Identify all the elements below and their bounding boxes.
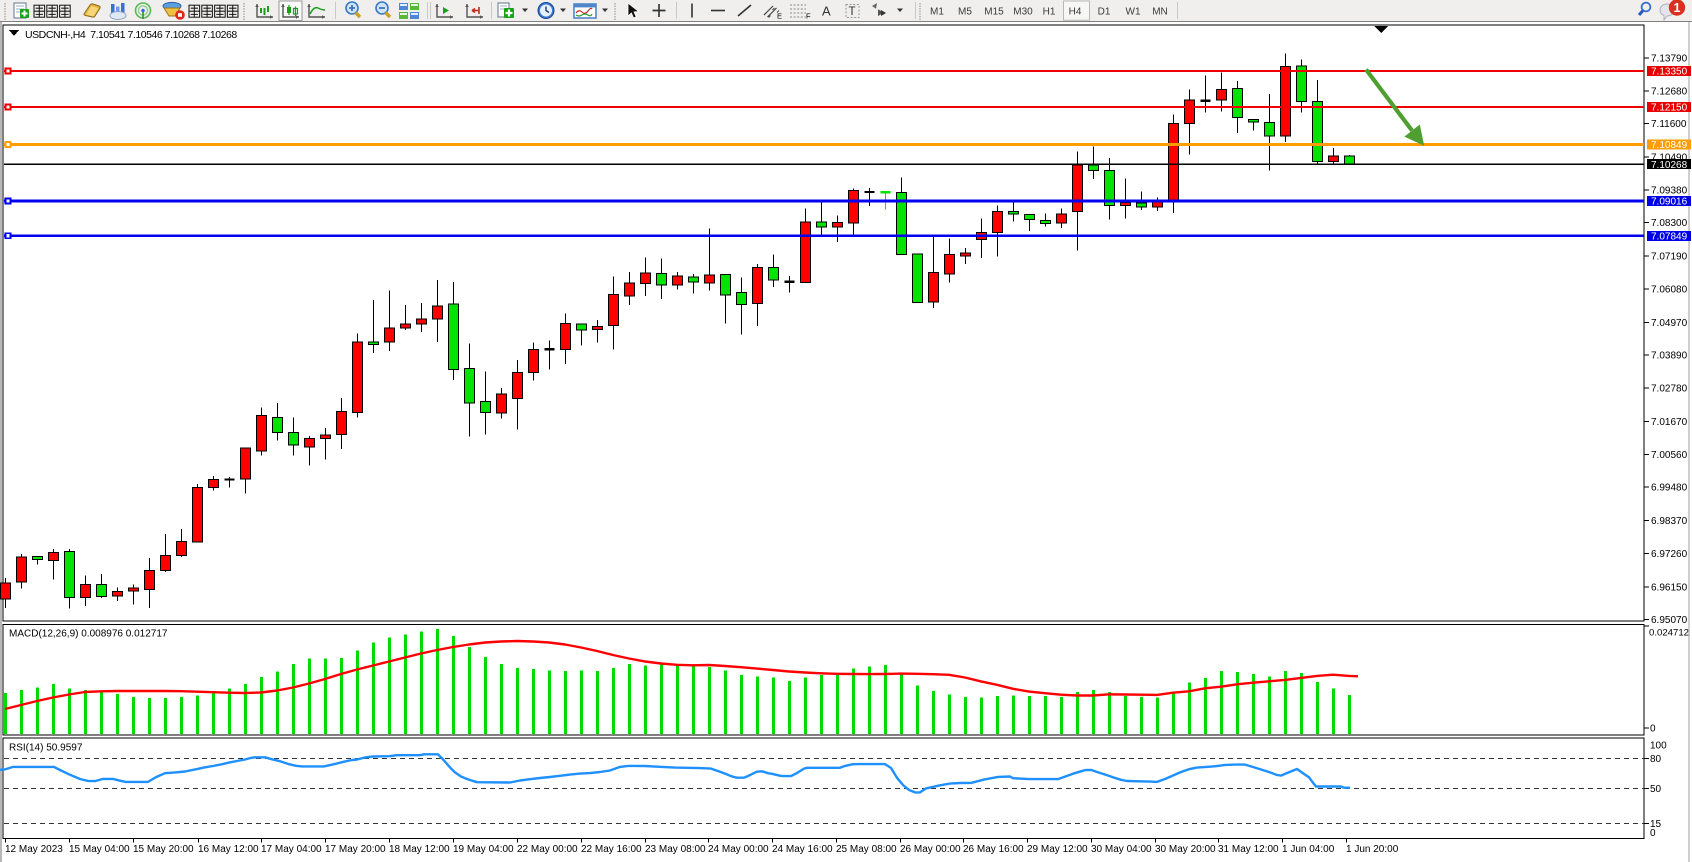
svg-text:M5: M5 — [958, 7, 972, 18]
svg-text:19 May 04:00: 19 May 04:00 — [453, 844, 514, 855]
svg-text:7.06080: 7.06080 — [1651, 285, 1688, 296]
svg-text:17 May 04:00: 17 May 04:00 — [261, 844, 322, 855]
svg-text:0.024712: 0.024712 — [1649, 628, 1689, 639]
svg-text:7.10490: 7.10490 — [1651, 152, 1688, 163]
svg-text:6.96150: 6.96150 — [1651, 583, 1688, 594]
svg-text:30 May 20:00: 30 May 20:00 — [1155, 844, 1216, 855]
svg-text:M15: M15 — [984, 7, 1004, 18]
svg-text:6.97260: 6.97260 — [1651, 549, 1688, 560]
svg-text:31 May 12:00: 31 May 12:00 — [1218, 844, 1279, 855]
svg-text:12 May 2023: 12 May 2023 — [5, 844, 63, 855]
svg-text:26 May 16:00: 26 May 16:00 — [963, 844, 1024, 855]
svg-text:16 May 12:00: 16 May 12:00 — [198, 844, 259, 855]
svg-text:7.01670: 7.01670 — [1651, 417, 1688, 428]
svg-text:6.95070: 6.95070 — [1651, 615, 1688, 626]
svg-text:7.12150: 7.12150 — [1651, 103, 1688, 114]
svg-text:F: F — [806, 12, 811, 21]
svg-text:7.02780: 7.02780 — [1651, 384, 1688, 395]
svg-text:7.13350: 7.13350 — [1651, 67, 1688, 78]
svg-text:6.98370: 6.98370 — [1651, 516, 1688, 527]
svg-text:W1: W1 — [1126, 7, 1141, 18]
svg-text:100: 100 — [1650, 741, 1667, 752]
svg-text:24 May 16:00: 24 May 16:00 — [772, 844, 833, 855]
svg-text:H1: H1 — [1043, 7, 1056, 18]
svg-text:18 May 12:00: 18 May 12:00 — [389, 844, 450, 855]
svg-text:7.03890: 7.03890 — [1651, 350, 1688, 361]
svg-text:E: E — [777, 12, 782, 21]
svg-text:30 May 04:00: 30 May 04:00 — [1091, 844, 1152, 855]
svg-text:15: 15 — [1650, 819, 1662, 830]
svg-text:1 Jun 20:00: 1 Jun 20:00 — [1346, 844, 1399, 855]
svg-text:M30: M30 — [1013, 7, 1033, 18]
svg-text:7.08300: 7.08300 — [1651, 218, 1688, 229]
svg-text:7.07849: 7.07849 — [1651, 231, 1688, 242]
svg-text:0: 0 — [1650, 724, 1656, 735]
svg-text:15 May 04:00: 15 May 04:00 — [69, 844, 130, 855]
svg-text:29 May 12:00: 29 May 12:00 — [1027, 844, 1088, 855]
svg-text:25 May 08:00: 25 May 08:00 — [836, 844, 897, 855]
svg-text:23 May 08:00: 23 May 08:00 — [645, 844, 706, 855]
svg-text:H4: H4 — [1069, 7, 1082, 18]
svg-text:7.09380: 7.09380 — [1651, 186, 1688, 197]
svg-text:7.10849: 7.10849 — [1651, 140, 1688, 151]
svg-text:24 May 00:00: 24 May 00:00 — [708, 844, 769, 855]
svg-text:USDCNH-,H4 7.10541 7.10546 7.: USDCNH-,H4 7.10541 7.10546 7.10268 7.102… — [25, 29, 237, 41]
svg-text:0: 0 — [1650, 828, 1656, 839]
svg-text:MN: MN — [1152, 7, 1168, 18]
svg-text:7.11600: 7.11600 — [1651, 119, 1687, 130]
svg-text:26 May 00:00: 26 May 00:00 — [900, 844, 961, 855]
svg-text:1 Jun 04:00: 1 Jun 04:00 — [1282, 844, 1335, 855]
svg-text:7.12680: 7.12680 — [1651, 87, 1688, 98]
svg-text:22 May 00:00: 22 May 00:00 — [517, 844, 578, 855]
svg-text:15 May 20:00: 15 May 20:00 — [133, 844, 194, 855]
svg-text:M1: M1 — [930, 7, 944, 18]
svg-text:50: 50 — [1650, 784, 1662, 795]
svg-text:7.09016: 7.09016 — [1651, 197, 1688, 208]
svg-text:RSI(14) 50.9597: RSI(14) 50.9597 — [9, 743, 83, 754]
svg-text:7.07190: 7.07190 — [1651, 251, 1688, 262]
svg-text:17 May 20:00: 17 May 20:00 — [325, 844, 386, 855]
svg-text:A: A — [822, 4, 831, 19]
svg-text:7.13790: 7.13790 — [1651, 53, 1688, 64]
svg-text:7.10268: 7.10268 — [1651, 160, 1688, 171]
svg-text:7.04970: 7.04970 — [1651, 318, 1688, 329]
svg-text:22 May 16:00: 22 May 16:00 — [581, 844, 642, 855]
svg-text:7.00560: 7.00560 — [1651, 450, 1688, 461]
svg-text:6.99480: 6.99480 — [1651, 483, 1688, 494]
svg-text:80: 80 — [1650, 754, 1662, 765]
svg-text:1: 1 — [1674, 1, 1681, 15]
svg-text:T: T — [849, 6, 856, 18]
svg-text:D1: D1 — [1098, 7, 1111, 18]
svg-text:MACD(12,26,9) 0.008976 0.01271: MACD(12,26,9) 0.008976 0.012717 — [9, 629, 168, 640]
